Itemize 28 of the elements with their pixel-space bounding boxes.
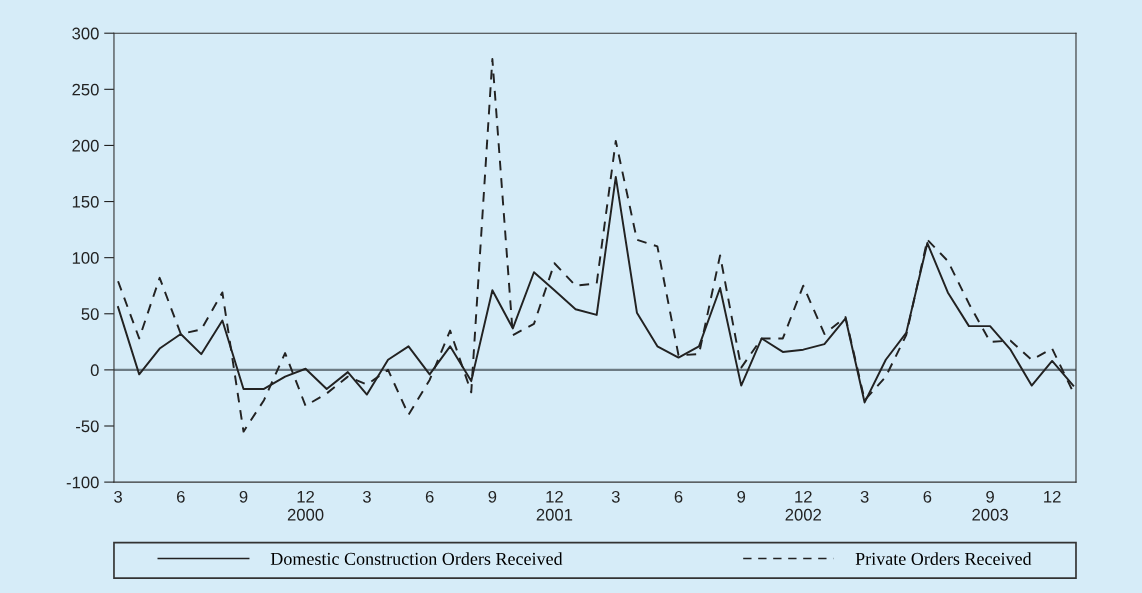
y-tick-label: 250: [72, 83, 99, 96]
x-tick-label: 12 2002: [785, 490, 821, 521]
y-tick-label: 50: [81, 308, 99, 320]
x-tick-label: 12 2001: [536, 490, 573, 521]
x-tick-label: 9: [737, 490, 746, 503]
x-tick-label: 9: [239, 490, 248, 503]
x-tick-label: 3: [114, 490, 122, 503]
y-tick-label: 150: [72, 195, 99, 208]
legend-label: Private Orders Received: [855, 552, 1032, 565]
x-tick-label: 12: [1044, 490, 1061, 503]
y-tick-label: -100: [66, 476, 99, 489]
x-tick-label: 9 2003: [972, 490, 1008, 521]
x-tick-label: 3: [860, 490, 869, 503]
x-tick-label: 3: [611, 490, 620, 503]
x-tick-label: 6: [177, 490, 185, 503]
x-tick-label: 6: [425, 490, 434, 503]
y-tick-label: 100: [72, 252, 99, 264]
y-tick-label: -50: [76, 420, 99, 433]
x-tick-label: 6: [923, 490, 932, 503]
x-tick-label: 6: [674, 490, 683, 503]
y-tick-label: 0: [90, 364, 99, 377]
x-tick-label: 3: [362, 490, 371, 503]
y-tick-label: 300: [72, 27, 99, 40]
legend-label: Domestic Construction Orders Received: [270, 552, 563, 565]
x-tick-label: 9: [488, 490, 497, 503]
line-series: [117, 58, 1075, 433]
y-tick-label: 200: [72, 139, 99, 152]
x-tick-label: 12 2000: [287, 490, 324, 521]
